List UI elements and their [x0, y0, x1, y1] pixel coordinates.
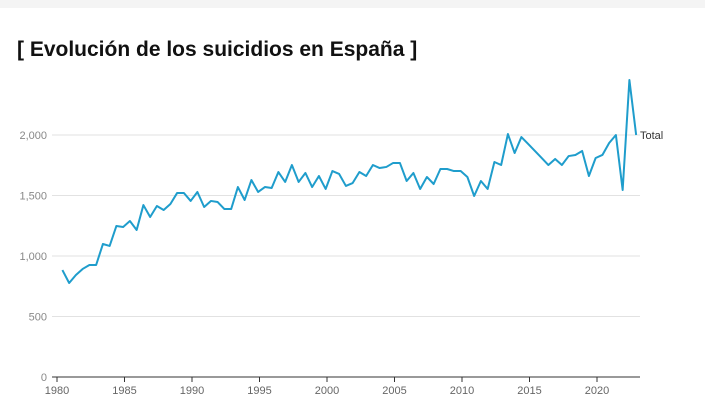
y-tick-label: 1,500	[19, 191, 47, 203]
x-tick-label: 2005	[382, 385, 406, 397]
y-tick-label: 1,000	[19, 251, 47, 263]
top-bar	[0, 0, 705, 8]
x-tick-label: 2010	[450, 385, 474, 397]
chart-title: [ Evolución de los suicidios en España ]	[17, 38, 418, 61]
x-tick-label: 1980	[45, 385, 69, 397]
x-tick-label: 2015	[517, 385, 541, 397]
y-tick-label: 2,000	[19, 130, 47, 142]
x-tick-label: 2000	[315, 385, 339, 397]
y-tick-label: 500	[29, 312, 47, 324]
x-tick-label: 1990	[180, 385, 204, 397]
series-line-total	[61, 78, 638, 284]
y-tick-label: 0	[41, 372, 47, 384]
x-tick-label: 2020	[585, 385, 609, 397]
x-tick-label: 1985	[112, 385, 136, 397]
series-label: Total	[640, 130, 663, 142]
x-tick-label: 1995	[247, 385, 271, 397]
